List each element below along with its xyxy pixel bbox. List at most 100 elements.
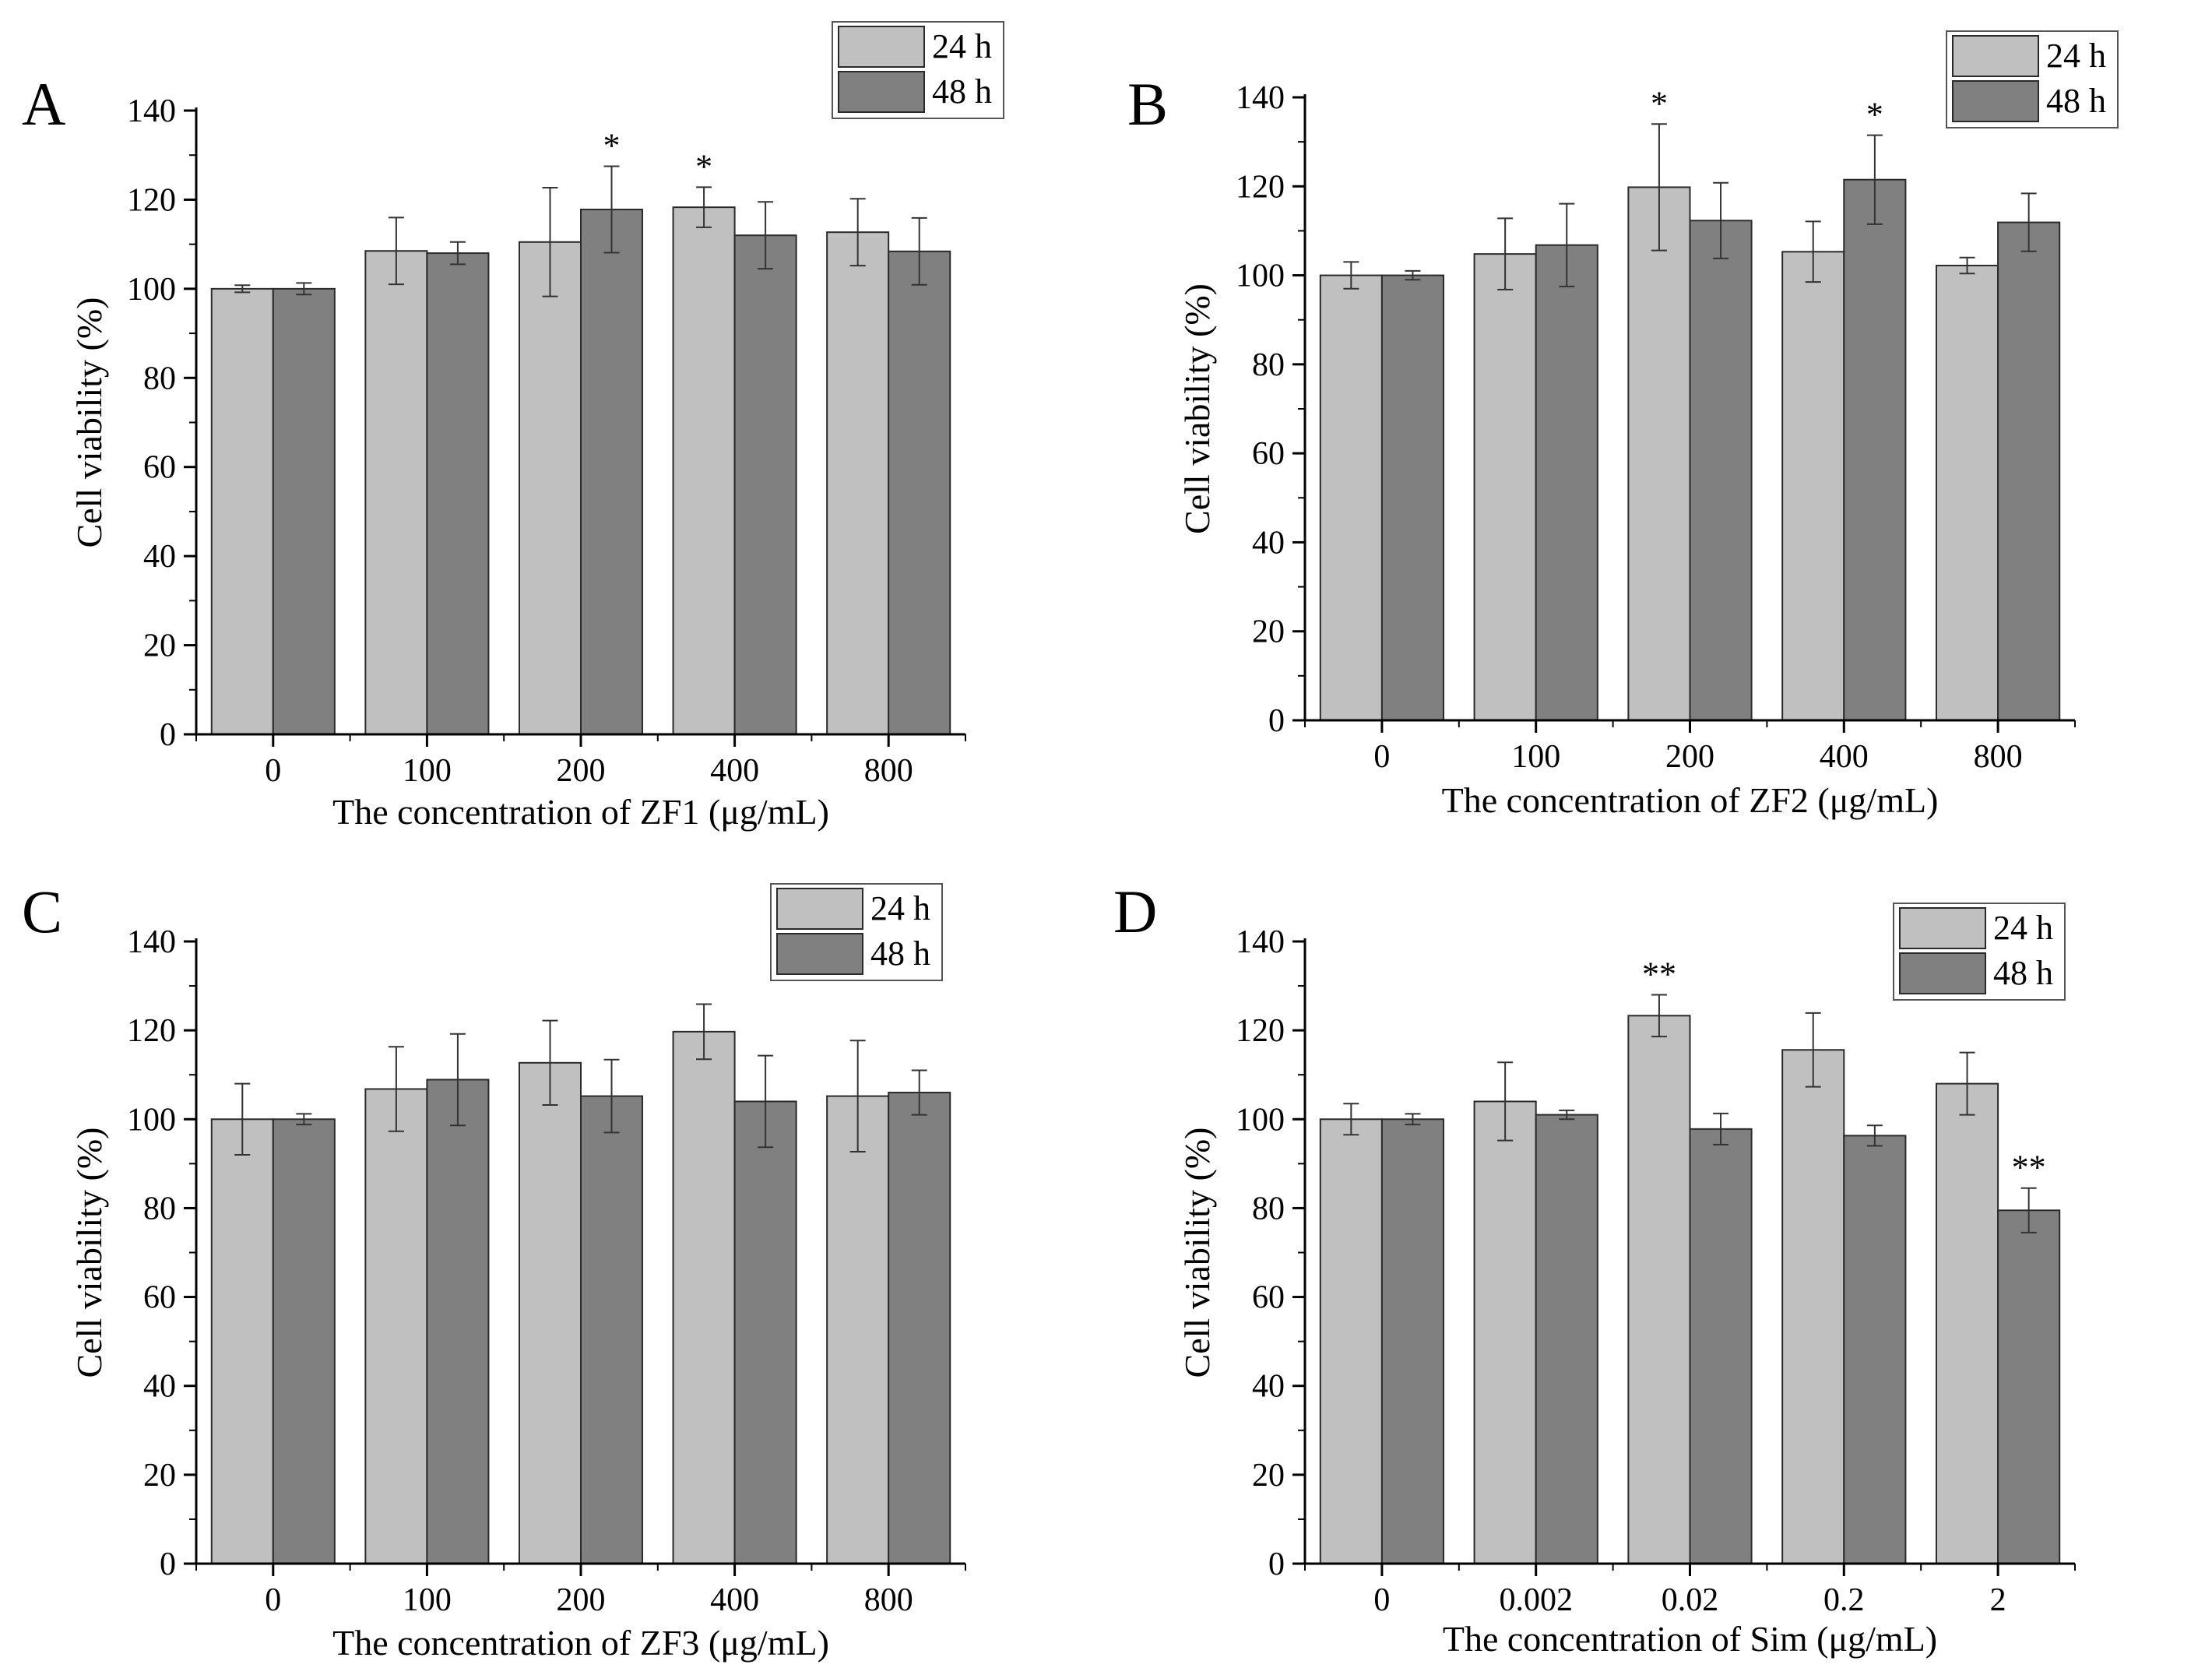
legend-swatch-24h	[776, 888, 863, 930]
y-tick-label: 40	[143, 539, 176, 575]
y-tick-label: 140	[127, 93, 176, 129]
bar-48h-0	[272, 1118, 336, 1565]
y-tick-label: 80	[1252, 347, 1285, 383]
y-tick-label: 20	[143, 628, 176, 664]
bar-24h-1	[1473, 253, 1537, 721]
significance-marker: *	[603, 127, 621, 165]
panel-letter: A	[22, 70, 65, 138]
y-tick-label: 0	[160, 717, 176, 753]
bar-48h-1	[426, 1079, 490, 1565]
legend: 24 h 48 h	[1893, 903, 2066, 1001]
bar-48h-4	[1997, 221, 2061, 722]
panel-letter: D	[1113, 878, 1157, 945]
y-tick-label: 140	[1236, 924, 1285, 960]
bar-24h-1	[364, 250, 428, 736]
y-tick-label: 60	[1252, 436, 1285, 472]
y-tick-label: 80	[143, 1191, 176, 1226]
bar-24h-0	[1319, 1118, 1383, 1565]
legend-swatch-24h	[1899, 907, 1986, 949]
y-tick-label: 0	[160, 1547, 176, 1582]
legend-label: 24 h	[2046, 37, 2106, 75]
y-tick-label: 80	[1252, 1191, 1285, 1226]
legend-label: 24 h	[1993, 909, 2053, 947]
legend-swatch-24h	[838, 26, 925, 68]
significance-marker: *	[1651, 84, 1668, 122]
y-axis-title: Cell viability (%)	[1177, 1128, 1217, 1378]
y-tick-label: 20	[1252, 1458, 1285, 1494]
bar-48h-3	[1843, 178, 1907, 721]
y-axis-title: Cell viability (%)	[69, 297, 109, 548]
bar-24h-3	[1781, 1049, 1845, 1564]
significance-marker: *	[1866, 96, 1883, 134]
x-tick-label: 0	[1373, 739, 1390, 775]
bar-24h-2	[518, 1061, 582, 1565]
bar-24h-1	[1473, 1100, 1537, 1564]
y-tick-label: 60	[143, 1280, 176, 1316]
y-tick-label: 120	[1236, 1013, 1285, 1049]
panel-a: A * * 0 20 40 60 80 100 120 140 0 100 200 400 800 The co…	[22, 21, 1004, 832]
panel-b: B * * 0 20 40 60 80 100 120 140 0 100 200 400 800 The co…	[1127, 30, 2119, 820]
x-tick-label: 0	[1373, 1582, 1390, 1618]
y-tick-label: 40	[1252, 1369, 1285, 1405]
bar-24h-2	[1627, 186, 1691, 721]
bar-48h-4	[888, 250, 951, 736]
x-tick-label: 800	[864, 1582, 913, 1618]
x-tick-label: 0.02	[1662, 1582, 1719, 1618]
legend-swatch-24h	[1952, 35, 2039, 77]
legend-swatch-48h	[776, 933, 863, 975]
bar-24h-0	[210, 1118, 274, 1565]
y-tick-label: 40	[143, 1369, 176, 1405]
y-tick-label: 100	[127, 1102, 176, 1138]
legend-label: 48 h	[932, 72, 992, 111]
x-tick-label: 200	[557, 1582, 606, 1618]
bar-24h-4	[1935, 1082, 1999, 1564]
y-tick-label: 80	[143, 361, 176, 396]
bar-48h-2	[580, 209, 644, 736]
bar-24h-1	[364, 1088, 428, 1564]
x-tick-label: 400	[1820, 739, 1869, 775]
bar-48h-1	[1535, 244, 1598, 721]
legend-label: 24 h	[932, 27, 992, 65]
bar-48h-1	[426, 252, 490, 736]
legend-label: 48 h	[870, 934, 930, 973]
panel-c: C 0 20 40 60 80 100 120 140 0 100 200 400 800 The conc…	[22, 878, 966, 1663]
y-axis-title: Cell viability (%)	[1177, 283, 1217, 534]
legend-label: 48 h	[2046, 82, 2106, 120]
bar-48h-1	[1535, 1114, 1598, 1565]
panel-letter: C	[22, 878, 62, 945]
bar-24h-4	[1935, 265, 1999, 721]
y-tick-label: 140	[1236, 80, 1285, 116]
y-tick-label: 0	[1268, 703, 1285, 739]
y-tick-label: 140	[127, 924, 176, 960]
legend-swatch-48h	[1899, 952, 1986, 994]
y-tick-label: 120	[127, 182, 176, 218]
bar-48h-3	[733, 1100, 797, 1564]
legend-swatch-48h	[1952, 80, 2039, 122]
bar-24h-3	[1781, 251, 1845, 721]
x-tick-label: 800	[1974, 739, 2023, 775]
y-tick-label: 40	[1252, 525, 1285, 561]
legend: 24 h 48 h	[770, 883, 943, 981]
x-axis-title: The concentration of ZF2 (μg/mL)	[1442, 780, 1939, 820]
bar-24h-3	[672, 1030, 736, 1564]
y-tick-label: 100	[1236, 259, 1285, 294]
bar-48h-4	[1997, 1209, 2061, 1564]
x-tick-label: 400	[710, 1582, 759, 1618]
x-axis-title: The concentration of Sim (μg/mL)	[1443, 1619, 1937, 1659]
bar-48h-4	[888, 1092, 951, 1564]
bar-48h-0	[272, 287, 336, 736]
y-tick-label: 120	[1236, 169, 1285, 205]
bar-24h-0	[1319, 274, 1383, 722]
x-tick-label: 100	[403, 1582, 452, 1618]
bar-24h-2	[518, 241, 582, 735]
x-tick-label: 100	[1511, 739, 1560, 775]
y-tick-label: 120	[127, 1013, 176, 1049]
x-tick-label: 200	[557, 753, 606, 789]
y-tick-label: 0	[1268, 1547, 1285, 1582]
panel-d: D ** ** 0 20 40 60 80 100 120 140 0 0.002 0.02 0.2 2 The…	[1113, 878, 2076, 1659]
significance-marker: **	[2012, 1149, 2046, 1187]
bar-24h-2	[1627, 1015, 1691, 1565]
x-tick-label: 0.2	[1823, 1582, 1865, 1618]
